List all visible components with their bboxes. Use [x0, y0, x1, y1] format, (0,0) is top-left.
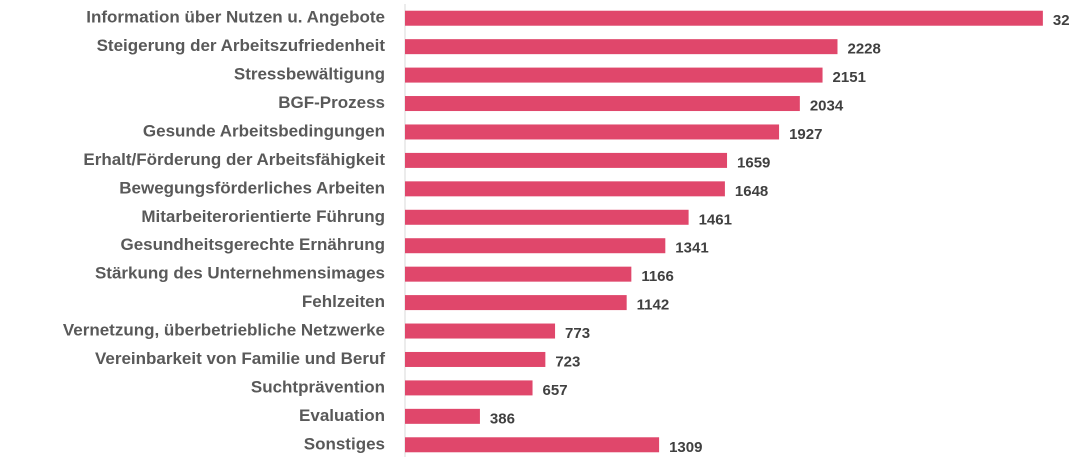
- value-label: 2228: [847, 41, 880, 58]
- category-label: Evaluation: [299, 406, 385, 425]
- category-label: Vereinbarkeit von Familie und Beruf: [95, 349, 385, 368]
- bar: [405, 209, 689, 225]
- bar: [405, 152, 728, 168]
- category-label: BGF-Prozess: [278, 93, 385, 112]
- value-label: 386: [490, 410, 515, 427]
- category-label: Mitarbeiterorientierte Führung: [141, 207, 385, 226]
- bar: [405, 39, 838, 55]
- bar: [405, 380, 533, 396]
- category-label: Fehlzeiten: [302, 292, 385, 311]
- category-label: Bewegungsförderliches Arbeiten: [119, 178, 385, 197]
- bar: [405, 437, 660, 453]
- category-label: Suchtprävention: [251, 377, 385, 396]
- value-label: 1648: [735, 183, 768, 200]
- category-label: Erhalt/Förderung der Arbeitsfähigkeit: [83, 150, 385, 169]
- value-label: 1659: [737, 154, 770, 171]
- value-label: 1142: [637, 297, 670, 314]
- category-label: Vernetzung, überbetriebliche Netzwerke: [63, 321, 385, 340]
- bar: [405, 323, 556, 339]
- bar: [405, 266, 632, 282]
- bar: [405, 238, 666, 254]
- category-label: Sonstiges: [304, 434, 385, 453]
- bar: [405, 295, 627, 311]
- bar: [405, 124, 780, 140]
- value-label: 773: [565, 325, 590, 342]
- value-label: 2151: [833, 69, 866, 86]
- category-label: Stärkung des Unternehmensimages: [95, 264, 385, 283]
- value-label: 2034: [810, 98, 844, 115]
- bar: [405, 181, 725, 197]
- category-label: Gesundheitsgerechte Ernährung: [121, 235, 386, 254]
- value-label: 1166: [641, 268, 674, 285]
- bar: [405, 408, 480, 424]
- value-label: 1341: [675, 240, 708, 257]
- value-label: 3286: [1053, 12, 1070, 29]
- category-label: Stressbewältigung: [234, 65, 385, 84]
- value-label: 1461: [699, 211, 732, 228]
- value-label: 723: [555, 353, 580, 370]
- value-label: 1927: [789, 126, 822, 143]
- value-label: 1309: [669, 439, 702, 456]
- category-label: Steigerung der Arbeitszufriedenheit: [97, 36, 386, 55]
- category-label: Information über Nutzen u. Angebote: [86, 8, 385, 27]
- bar: [405, 10, 1043, 26]
- bar: [405, 96, 800, 112]
- bar: [405, 351, 546, 367]
- bar: [405, 67, 823, 83]
- value-label: 657: [543, 382, 568, 399]
- category-label: Gesunde Arbeitsbedingungen: [143, 121, 385, 140]
